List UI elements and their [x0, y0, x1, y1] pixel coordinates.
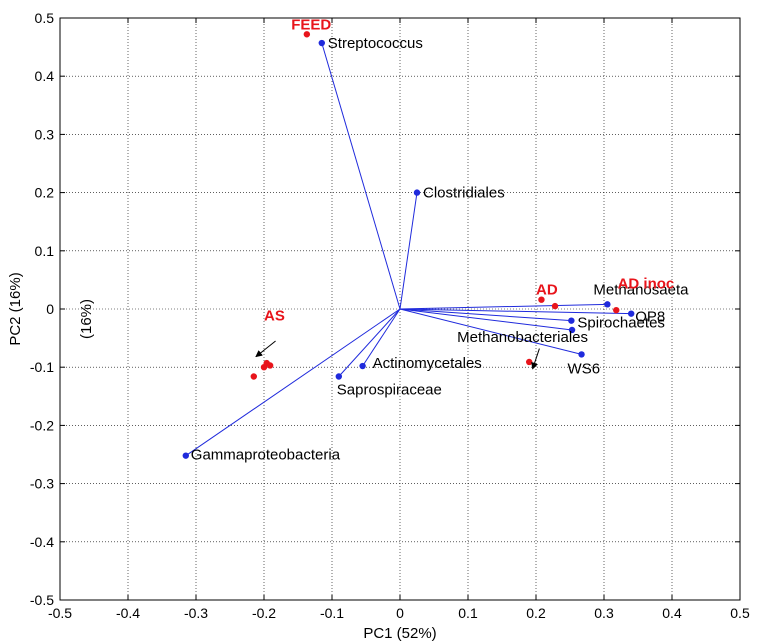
- trend-arrow: [255, 340, 276, 358]
- y-axis-label-secondary: (16%): [78, 299, 95, 339]
- loading-vector: [362, 308, 401, 367]
- loading-point: [568, 326, 576, 334]
- y-tick-label: 0.5: [35, 10, 55, 26]
- x-tick-label: -0.5: [48, 605, 72, 621]
- loading-point: [359, 362, 366, 370]
- loading-point: [335, 373, 342, 380]
- y-tick-label: -0.1: [30, 359, 54, 375]
- loading-vector: [399, 303, 608, 310]
- x-tick-label: 0.5: [730, 605, 750, 621]
- x-tick-label: 0.1: [458, 605, 478, 621]
- loading-point: [628, 310, 635, 317]
- loading-label: Saprospiraceae: [337, 382, 442, 399]
- sample-points: [250, 31, 620, 380]
- y-tick-label: 0.2: [35, 185, 55, 201]
- x-tick-label: 0: [396, 605, 404, 621]
- loading-vector: [399, 308, 582, 355]
- loading-label: Gammaproteobacteria: [191, 447, 341, 464]
- loading-point: [182, 452, 189, 459]
- labels: Streptococcus Clostridiales Methanosaeta OP…: [191, 17, 689, 464]
- group-label: AS: [264, 308, 285, 325]
- y-tick-label: -0.3: [30, 476, 54, 492]
- group-label: AD: [536, 281, 558, 298]
- loading-vector: [399, 308, 632, 315]
- x-tick-label: -0.1: [320, 605, 344, 621]
- sample-point: [303, 31, 311, 38]
- x-tick-label: 0.2: [526, 605, 546, 621]
- annotations: [255, 340, 540, 370]
- loading-point: [604, 301, 611, 308]
- y-axis-label: PC2 (16%): [7, 272, 24, 345]
- y-tick-label: 0.3: [35, 126, 55, 142]
- loading-label: Methanosaeta: [593, 281, 689, 298]
- loading-label: Streptococcus: [328, 35, 423, 52]
- x-tick-label: -0.4: [116, 605, 140, 621]
- x-tick-label: 0.4: [662, 605, 682, 621]
- group-label: AD inoc: [618, 276, 675, 293]
- y-tick-label: 0.4: [35, 68, 55, 84]
- tick-labels: -0.5 -0.4 -0.3 -0.2 -0.1 0 0.1 0.2 0.3 0.4 0.5 -0.5…: [30, 10, 750, 621]
- x-tick-label: -0.2: [252, 605, 276, 621]
- loading-point: [568, 317, 575, 324]
- y-tick-label: -0.5: [30, 592, 54, 608]
- group-label: FEED: [291, 17, 331, 34]
- sample-point: [266, 362, 274, 369]
- trend-arrow: [531, 348, 540, 370]
- sample-point: [551, 302, 559, 310]
- loading-label: Spirochaetes: [577, 315, 665, 332]
- grid: [59, 17, 741, 601]
- loading-point: [413, 189, 421, 196]
- loading-vector: [321, 42, 401, 310]
- loading-label: Methanobacteriales: [457, 329, 588, 346]
- loading-vector: [399, 192, 418, 310]
- loading-label: WS6: [568, 360, 601, 377]
- y-tick-label: 0: [46, 301, 54, 317]
- y-tick-label: 0.1: [35, 243, 55, 259]
- sample-point: [260, 364, 268, 371]
- loading-vectors: [182, 39, 635, 459]
- loading-vector: [399, 308, 572, 322]
- loading-vector: [185, 308, 401, 457]
- loading-vector: [399, 308, 573, 331]
- sample-point: [526, 358, 533, 366]
- loading-label: Actinomycetales: [373, 355, 482, 372]
- y-tick-label: -0.4: [30, 534, 54, 550]
- loading-label: Clostridiales: [423, 185, 505, 202]
- x-tick-label: 0.3: [594, 605, 614, 621]
- sample-point: [613, 306, 620, 314]
- y-tick-label: -0.2: [30, 417, 54, 433]
- loading-vector: [338, 308, 401, 377]
- sample-point: [538, 296, 545, 303]
- sample-point: [250, 373, 257, 380]
- loading-label: OP8: [635, 309, 665, 326]
- loading-point: [318, 39, 325, 47]
- x-axis-label: PC1 (52%): [363, 625, 436, 642]
- loading-point: [578, 351, 585, 358]
- x-tick-label: -0.3: [184, 605, 208, 621]
